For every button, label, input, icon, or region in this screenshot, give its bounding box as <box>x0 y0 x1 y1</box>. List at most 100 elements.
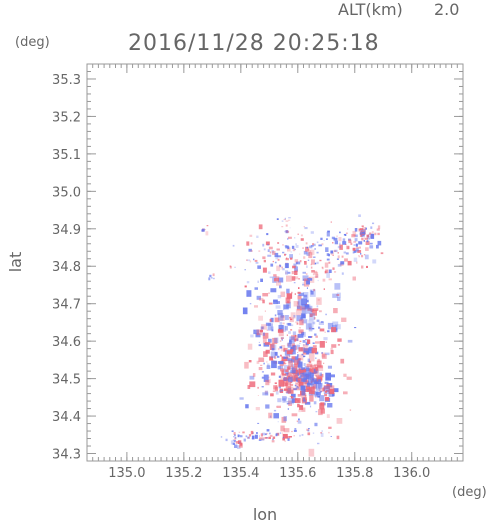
echo-cell <box>310 308 314 313</box>
echo-cell <box>312 393 315 396</box>
echo-cell <box>337 338 342 342</box>
echo-cell <box>303 372 305 374</box>
echo-cell <box>250 334 254 338</box>
echo-cell <box>286 350 293 355</box>
echo-cell <box>264 433 267 436</box>
echo-cell <box>274 252 279 258</box>
echo-cell <box>377 225 381 229</box>
echo-cell <box>233 436 235 438</box>
echo-cell <box>309 372 314 379</box>
echo-cell <box>306 246 308 249</box>
echo-cell <box>307 432 311 436</box>
echo-cell <box>363 240 365 242</box>
echo-cell <box>295 321 299 324</box>
echo-cell <box>308 252 313 259</box>
echo-cell <box>262 256 266 260</box>
echo-cell <box>290 257 293 260</box>
echo-cell <box>256 295 261 300</box>
echo-cell <box>314 248 316 250</box>
echo-cell <box>285 224 288 227</box>
echo-cell <box>290 329 293 331</box>
echo-cell <box>337 297 341 301</box>
echo-cell <box>313 363 317 367</box>
echo-cell <box>287 247 291 252</box>
echo-cell <box>324 262 329 268</box>
echo-cell <box>313 317 316 320</box>
echo-cell <box>295 335 297 337</box>
echo-cell <box>269 251 272 254</box>
echo-cell <box>332 242 334 244</box>
echo-cell <box>279 346 283 349</box>
echo-cell <box>301 308 307 315</box>
echo-cell <box>292 387 298 390</box>
echo-cell <box>308 375 313 380</box>
echo-cell <box>297 361 303 368</box>
y-tick-label: 35.0 <box>52 185 81 200</box>
echo-cell <box>283 379 287 381</box>
echo-cell <box>269 432 271 435</box>
echo-cell <box>238 441 241 444</box>
echo-cell <box>264 310 266 312</box>
echo-cell <box>297 420 302 424</box>
echo-cell <box>332 321 339 326</box>
echo-cell <box>294 339 297 342</box>
echo-cell <box>271 344 277 351</box>
echo-cell <box>292 344 296 348</box>
echo-cell <box>274 337 279 343</box>
echo-cell <box>309 387 315 395</box>
echo-cell <box>261 324 267 330</box>
echo-cell <box>297 403 300 408</box>
y-tick-label: 34.6 <box>52 335 81 350</box>
echo-cell <box>234 266 236 268</box>
echo-cell <box>277 398 282 403</box>
echo-cell <box>312 432 315 434</box>
echo-cell <box>282 433 288 439</box>
echo-cell <box>258 341 260 343</box>
echo-cell <box>247 385 251 389</box>
echo-cell <box>276 281 281 286</box>
echo-cell <box>287 388 292 394</box>
echo-cell <box>267 363 270 367</box>
echo-cell <box>266 437 268 439</box>
echo-cell <box>234 444 238 448</box>
echo-cell <box>289 336 295 343</box>
echo-cell <box>275 391 279 395</box>
echo-cell <box>341 255 344 258</box>
echo-cell <box>298 329 304 333</box>
echo-cell <box>285 245 289 249</box>
echo-cell <box>286 402 290 405</box>
echo-cell <box>289 227 291 229</box>
echo-cell <box>330 347 333 350</box>
echo-cell <box>278 375 281 378</box>
echo-cell <box>234 437 237 440</box>
echo-cell <box>230 440 235 445</box>
echo-cell <box>335 324 341 330</box>
echo-cell <box>331 236 335 240</box>
echo-cell <box>272 337 278 344</box>
echo-cell <box>367 235 372 239</box>
echo-cell <box>283 434 286 436</box>
echo-cell <box>256 235 259 238</box>
echo-cell <box>299 358 303 360</box>
echo-cell <box>318 321 324 325</box>
echo-cell <box>292 371 298 379</box>
echo-cell <box>265 404 270 409</box>
echo-cell <box>256 432 258 434</box>
echo-cell <box>351 234 356 238</box>
echo-cell <box>325 341 327 343</box>
echo-cell <box>313 378 318 384</box>
echo-cell <box>298 409 301 413</box>
echo-cell <box>279 389 282 393</box>
echo-cell <box>307 339 311 344</box>
echo-cell <box>289 339 292 342</box>
echo-cell <box>305 367 310 372</box>
echo-cell <box>315 335 318 338</box>
echo-cell <box>273 409 277 412</box>
echo-cell <box>287 366 291 370</box>
echo-cell <box>346 376 352 380</box>
echo-cell <box>266 365 271 369</box>
echo-cell <box>276 405 281 408</box>
echo-cell <box>205 231 209 236</box>
echo-cell <box>352 247 356 251</box>
echo-cell <box>300 234 303 237</box>
